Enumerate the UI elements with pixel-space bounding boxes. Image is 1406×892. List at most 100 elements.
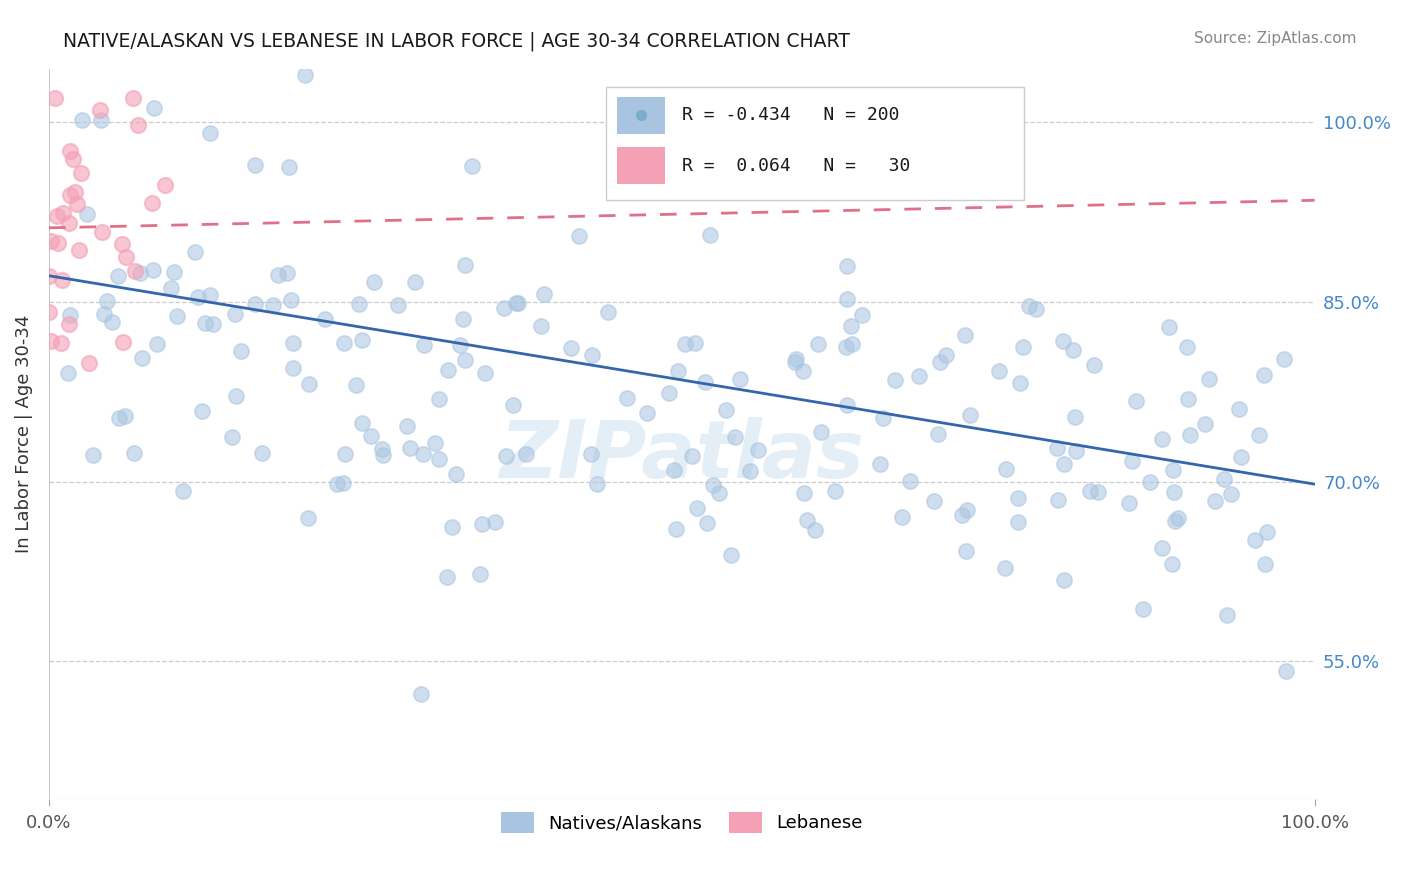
Point [702,478,724,492]
Point [350,417,373,431]
Point [294,68,316,82]
Point [335,447,357,461]
Point [530,318,553,333]
Point [387,298,409,312]
Point [1083,358,1105,372]
Point [953,327,976,342]
Point [52,206,75,220]
Point [1121,454,1143,468]
Point [596,304,619,318]
Point [884,373,907,387]
Point [115,250,138,264]
Point [333,335,356,350]
Point [121,91,143,105]
Point [51,273,73,287]
Point [1064,410,1087,425]
Point [740,465,762,479]
Point [994,561,1017,575]
Point [225,389,247,403]
Y-axis label: In Labor Force | Age 30-34: In Labor Force | Age 30-34 [15,315,32,553]
FancyBboxPatch shape [606,87,1024,200]
Text: R = -0.434   N = 200: R = -0.434 N = 200 [682,105,900,124]
Point [89,103,111,117]
Point [267,268,290,282]
Point [437,363,460,377]
Point [792,364,814,378]
Point [471,517,494,532]
Point [314,311,336,326]
Point [423,436,446,450]
Point [194,316,217,330]
Point [297,510,319,524]
Point [281,361,304,376]
Point [1025,301,1047,316]
Point [449,338,471,352]
Point [243,158,266,172]
Point [1253,558,1275,572]
Point [560,341,582,355]
Point [688,132,710,146]
Point [326,477,349,491]
Point [332,475,354,490]
Point [276,266,298,280]
Point [404,275,426,289]
Point [38,305,60,319]
Point [91,225,114,239]
Point [1012,340,1035,354]
Point [1249,428,1271,442]
Point [807,336,830,351]
Legend: Natives/Alaskans, Lebanese: Natives/Alaskans, Lebanese [494,805,870,840]
Point [1178,427,1201,442]
Point [162,265,184,279]
Point [224,307,246,321]
Point [344,378,367,392]
Point [278,160,301,174]
Point [440,520,463,534]
Point [728,371,751,385]
Point [1053,574,1076,588]
Point [262,298,284,312]
Point [413,338,436,352]
Point [39,234,62,248]
Point [69,166,91,180]
Point [695,375,717,389]
Point [90,112,112,127]
Point [76,206,98,220]
Point [581,447,603,461]
Point [1163,485,1185,500]
Point [681,449,703,463]
Point [673,337,696,351]
Point [506,296,529,310]
Point [922,494,945,508]
Point [347,296,370,310]
Point [1216,607,1239,622]
Point [131,351,153,365]
Point [568,228,591,243]
Point [837,292,859,306]
Point [502,398,524,412]
Point [1087,484,1109,499]
Point [1064,444,1087,458]
Point [350,334,373,348]
Point [1175,340,1198,354]
Point [122,446,145,460]
Point [841,337,863,351]
Point [1167,511,1189,525]
Point [1177,392,1199,406]
Point [427,392,450,406]
Point [1160,557,1182,571]
Point [412,446,434,460]
Point [662,463,685,477]
Point [810,425,832,440]
Point [281,335,304,350]
Point [111,236,134,251]
Text: R =  0.064   N =   30: R = 0.064 N = 30 [682,157,910,175]
Point [515,447,537,461]
Point [586,476,609,491]
Point [484,515,506,529]
Point [1220,486,1243,500]
Point [201,317,224,331]
Point [837,259,859,273]
Point [707,486,730,500]
Point [221,430,243,444]
